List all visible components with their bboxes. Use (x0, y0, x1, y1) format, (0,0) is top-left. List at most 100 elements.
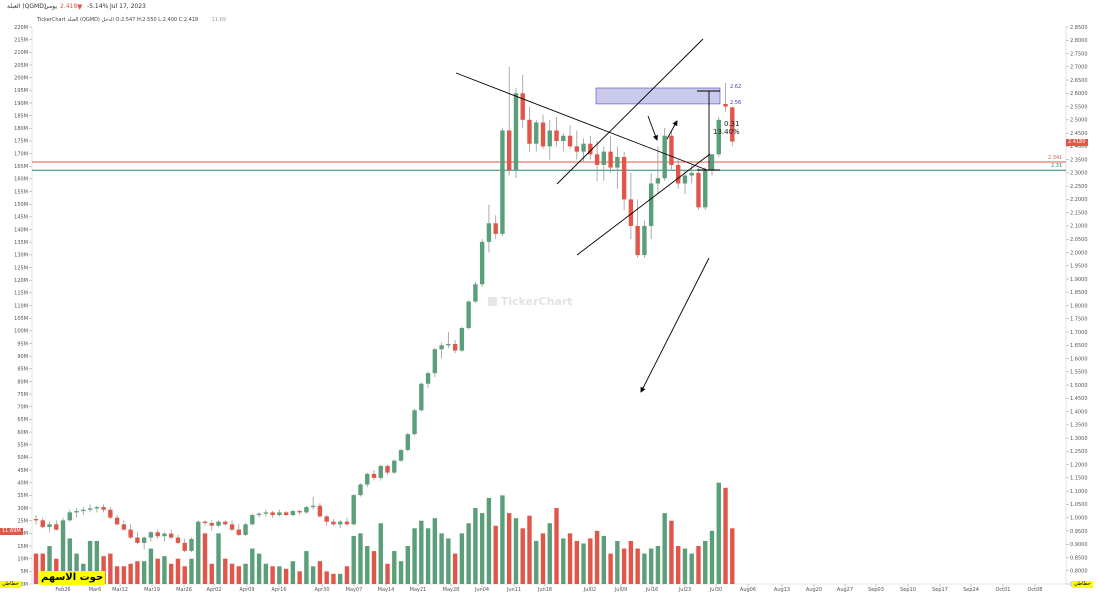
header-symbol[interactable]: العبلة (QGMD) (7, 3, 47, 10)
volume-bar (507, 513, 512, 584)
candle-body (676, 164, 681, 184)
last-price-tag: 2.4180 (1066, 139, 1088, 146)
price-tick-label: 2.3500 (1070, 157, 1088, 163)
volume-bar (175, 558, 181, 584)
candle-body (236, 529, 241, 535)
header-period[interactable]: يومي (44, 3, 57, 10)
candle-body (108, 509, 113, 518)
volume-bar (581, 543, 586, 584)
volume-bar (419, 520, 424, 584)
range-value-label: 0.31 (724, 120, 740, 128)
volume-tick-label: 215M (14, 37, 28, 43)
price-tick-label: 2.2500 (1070, 184, 1088, 190)
candle-body (642, 225, 647, 256)
time-tick-label: May14 (378, 587, 395, 593)
candle-body (223, 521, 228, 525)
volume-tick-label: 80M (17, 379, 28, 385)
volume-tick-label: 165M (14, 164, 28, 170)
descending-trendline (455, 72, 708, 171)
info-close: C:2.418 (178, 17, 199, 23)
candle-body (446, 343, 451, 346)
price-tick-label: 2.6000 (1070, 91, 1088, 97)
candle-body (432, 349, 438, 374)
price-tick-label: 1.4500 (1070, 396, 1088, 402)
volume-tick-label: 60M (17, 430, 28, 436)
volume-bar (378, 523, 383, 584)
volume-tick-label: 15M (17, 544, 28, 550)
price-tick-label: 2.2000 (1070, 197, 1088, 203)
price-tick-label: 1.5000 (1070, 383, 1088, 389)
volume-bar (365, 546, 370, 584)
zone-bottom-label: 2.56 (730, 100, 742, 106)
price-tick-label: 1.6500 (1070, 343, 1088, 349)
info-open: O:2.547 (115, 17, 136, 23)
volume-tick-label: 180M (14, 126, 28, 132)
volume-bar (243, 563, 248, 584)
candle-body (682, 175, 688, 184)
volume-tick-label: 65M (17, 417, 28, 423)
volume-bar (621, 548, 627, 584)
info-low: L:2.400 (158, 17, 178, 23)
price-tick-label: 2.0500 (1070, 237, 1088, 243)
volume-tick-label: 100M (14, 329, 28, 335)
price-tick-label: 1.2500 (1070, 449, 1088, 455)
candle-body (507, 130, 512, 171)
price-tick-label: 0.8000 (1070, 569, 1088, 575)
candle-body (81, 509, 86, 512)
time-tick-label: Apr02 (206, 587, 221, 593)
time-tick-label: Aug06 (740, 587, 756, 593)
volume-tick-label: 175M (14, 139, 28, 145)
horizontal-lines (32, 161, 1066, 171)
volume-bar (270, 566, 275, 584)
volume-bar (425, 528, 431, 584)
candle-body (419, 383, 424, 411)
candle-body (561, 135, 566, 142)
candle-body (202, 521, 208, 523)
candle-body (493, 223, 498, 234)
candle-body (547, 130, 552, 147)
volume-tick-label: 35M (17, 493, 28, 499)
corner-label-left[interactable]: خطاطي (0, 581, 21, 588)
info-name-symbol: الغبلة (QGMD) (67, 17, 100, 23)
price-tick-label: 1.2000 (1070, 462, 1088, 468)
candle-body (290, 511, 296, 516)
volume-bar (540, 533, 546, 584)
resistance-price-tag: 2.341 (1048, 155, 1063, 161)
zone-top-label: 2.62 (730, 84, 742, 90)
volume-bar (331, 573, 336, 584)
candle-body (723, 103, 728, 107)
volume-bar (615, 540, 620, 584)
volume-tick-label: 20M (17, 531, 28, 537)
candle-body (162, 533, 167, 537)
price-tick-label: 2.7500 (1070, 51, 1088, 57)
candle-body (527, 119, 532, 144)
candle-body (216, 521, 221, 526)
corner-label-right[interactable]: خطاطي (1072, 581, 1093, 588)
volume-bar (277, 566, 282, 584)
volume-value-tag: 11.69M (0, 528, 23, 535)
volume-bar (554, 508, 559, 584)
volume-bar (567, 533, 573, 584)
volume-bar (135, 561, 140, 584)
volume-tick-label: 105M (14, 316, 28, 322)
candle-body (135, 537, 140, 543)
time-tick-label: Jul02 (583, 587, 596, 593)
time-tick-label: Jul30 (709, 587, 722, 593)
candle-body (189, 538, 194, 551)
candle-body (338, 521, 343, 525)
volume-bar (250, 548, 255, 584)
price-tick-label: 1.5500 (1070, 370, 1088, 376)
candle-body (114, 517, 120, 525)
price-tick-label: 1.3500 (1070, 423, 1088, 429)
candle-body (324, 516, 329, 522)
volume-bar (344, 566, 350, 584)
time-tick-label: Sep24 (963, 587, 979, 593)
header-date: Jul 17, 2023 (110, 3, 146, 10)
candle-body (628, 199, 634, 226)
price-tick-label: 2.8000 (1070, 38, 1088, 44)
time-tick-label: Sep10 (900, 587, 916, 593)
volume-bar (101, 556, 106, 584)
volume-bar (709, 530, 715, 584)
time-tick-label: Aug20 (806, 587, 822, 593)
